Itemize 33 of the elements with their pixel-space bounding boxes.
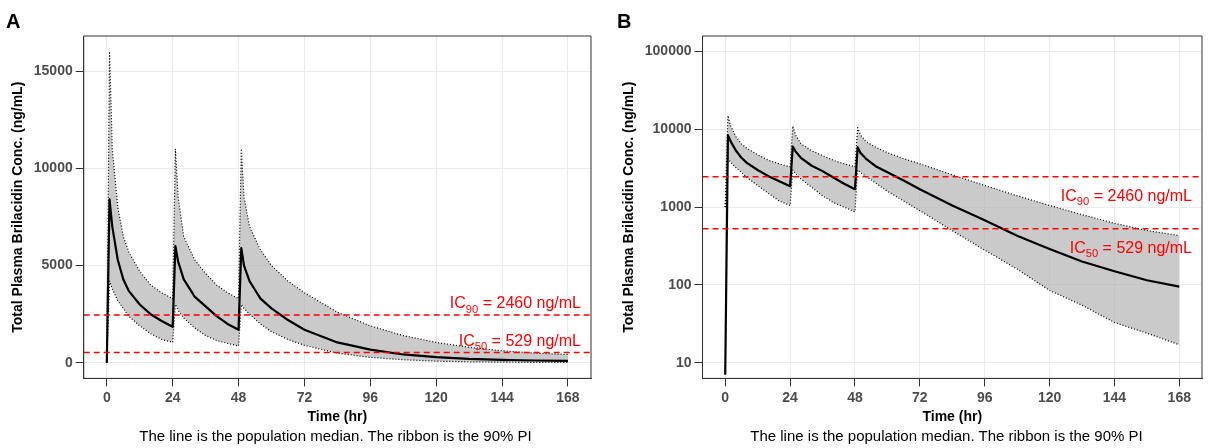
y-tick-label: 100 [668,275,692,292]
x-tick-label: 0 [102,388,111,405]
x-tick-label: 96 [362,388,379,405]
y-tick-label: 10000 [652,120,692,137]
chart-title: B [617,9,632,32]
y-tick-label: 10 [675,353,692,370]
x-tick-label: 168 [1167,388,1192,405]
y-tick-label: 5000 [41,256,73,273]
y-tick-label: 10000 [33,159,73,176]
x-tick-label: 48 [230,388,247,405]
x-tick-label: 168 [556,388,580,405]
x-tick-label: 24 [164,388,181,405]
text: The line is the population median. The ribbon is the 90% PI [138,426,533,446]
x-axis-title: Time (hr) [307,408,368,425]
chart-title: A [6,9,21,32]
y-axis-title: Total Plasma Brilacidin Conc. (ng/mL) [9,81,26,333]
x-tick-label: 48 [847,388,863,405]
y-tick-label: 100000 [644,42,692,59]
x-tick-label: 72 [296,388,313,405]
x-tick-label: 144 [1102,388,1127,405]
x-tick-label: 0 [721,388,730,405]
y-tick-label: 0 [64,353,73,370]
x-tick-label: 120 [1037,388,1062,405]
y-axis-title: Total Plasma Brilacidin Conc. (ng/mL) [620,81,637,333]
x-tick-label: 72 [912,388,928,405]
y-tick-label: 1000 [660,197,692,214]
x-axis-title: Time (hr) [922,408,983,425]
x-tick-label: 24 [782,388,799,405]
x-tick-label: 144 [490,388,514,405]
x-tick-label: 120 [424,388,449,405]
text: The line is the population median. The ribbon is the 90% PI [749,426,1144,446]
x-tick-label: 96 [976,388,993,405]
y-tick-label: 15000 [33,61,73,78]
